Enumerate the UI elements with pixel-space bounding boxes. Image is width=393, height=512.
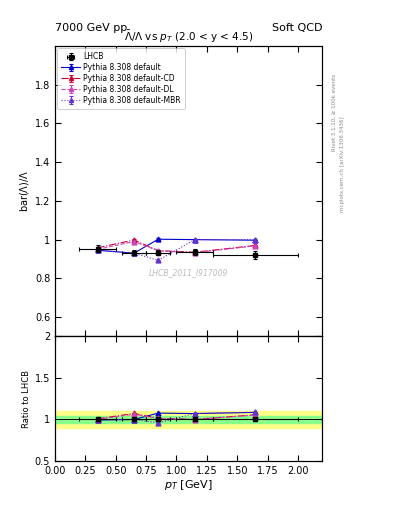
Title: $\bar{\Lambda}/\Lambda$ vs $p_{T}$ (2.0 < y < 4.5): $\bar{\Lambda}/\Lambda$ vs $p_{T}$ (2.0 … (124, 28, 253, 45)
Y-axis label: bar($\Lambda$)/$\Lambda$: bar($\Lambda$)/$\Lambda$ (18, 170, 31, 212)
Text: mcplots.cern.ch [arXiv:1306.3436]: mcplots.cern.ch [arXiv:1306.3436] (340, 116, 345, 211)
Bar (55, 416, 322, 422)
Text: 7000 GeV pp: 7000 GeV pp (55, 23, 127, 33)
X-axis label: $p_{T}$ [GeV]: $p_{T}$ [GeV] (164, 478, 213, 493)
Legend: LHCB, Pythia 8.308 default, Pythia 8.308 default-CD, Pythia 8.308 default-DL, Py: LHCB, Pythia 8.308 default, Pythia 8.308… (57, 48, 185, 109)
Text: Rivet 3.1.10, ≥ 100k events: Rivet 3.1.10, ≥ 100k events (332, 74, 337, 151)
Bar (55, 411, 322, 428)
Text: LHCB_2011_I917009: LHCB_2011_I917009 (149, 268, 228, 277)
Text: Soft QCD: Soft QCD (272, 23, 322, 33)
Y-axis label: Ratio to LHCB: Ratio to LHCB (22, 370, 31, 428)
